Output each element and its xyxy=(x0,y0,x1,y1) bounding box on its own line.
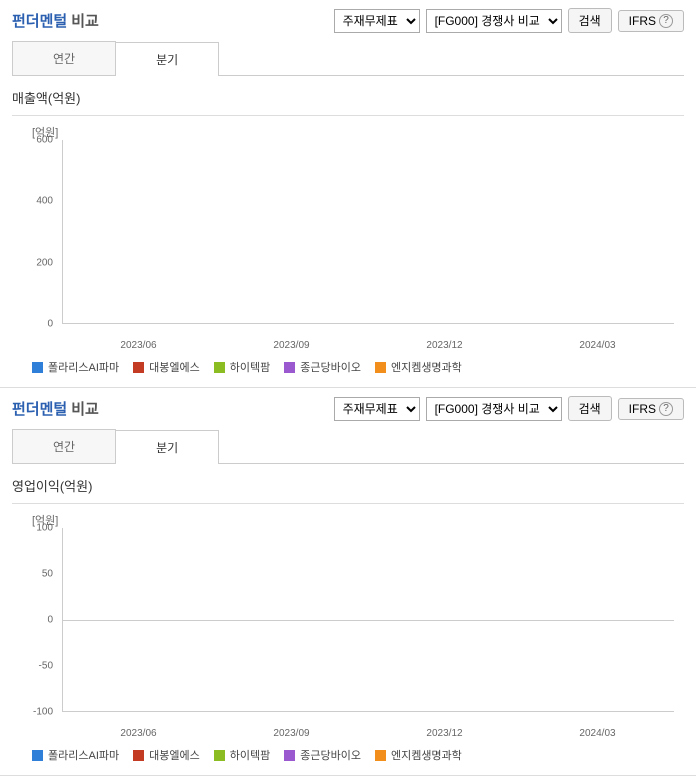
y-tick: 100 xyxy=(36,523,53,534)
revenue-chart: 0200400600 xyxy=(12,140,684,340)
legend-swatch xyxy=(133,750,144,761)
legend-item: 폴라리스AI파마 xyxy=(32,359,119,375)
y-tick: 0 xyxy=(47,615,53,626)
legend-swatch xyxy=(214,362,225,373)
legend-item: 하이텍팜 xyxy=(214,747,270,763)
ifrs-button[interactable]: IFRS? xyxy=(618,10,684,32)
legend-swatch xyxy=(133,362,144,373)
tab-quarter[interactable]: 분기 xyxy=(115,430,219,464)
bar-group xyxy=(243,140,341,323)
legend-item: 종근당바이오 xyxy=(284,747,361,763)
legend-swatch xyxy=(284,750,295,761)
chart-title: 영업이익(억원) xyxy=(12,464,684,504)
title-main: 펀더멘털 xyxy=(12,10,67,31)
y-tick: 600 xyxy=(36,135,53,146)
x-label: 2023/12 xyxy=(426,340,462,351)
legend-item: 엔지켐생명과학 xyxy=(375,747,462,763)
x-labels: 2023/06 2023/09 2023/12 2024/03 xyxy=(12,728,684,739)
help-icon: ? xyxy=(659,14,673,28)
y-tick: 400 xyxy=(36,196,53,207)
search-button[interactable]: 검색 xyxy=(568,8,612,33)
statement-select[interactable]: 주재무제표 xyxy=(334,397,420,421)
title-group: 펀더멘털비교 xyxy=(12,398,99,419)
section-revenue: 펀더멘털비교 주재무제표[FG000] 경쟁사 비교검색 IFRS? 연간분기매출액(… xyxy=(0,0,696,388)
y-tick: 0 xyxy=(47,319,53,330)
chart-title: 매출액(억원) xyxy=(12,76,684,116)
bar-group xyxy=(396,140,494,323)
title-main: 펀더멘털 xyxy=(12,398,67,419)
legend-item: 하이텍팜 xyxy=(214,359,270,375)
legend-label: 하이텍팜 xyxy=(230,359,270,375)
search-button[interactable]: 검색 xyxy=(568,396,612,421)
tab-annual[interactable]: 연간 xyxy=(12,41,116,75)
legend-label: 대봉엘에스 xyxy=(149,359,200,375)
legend-swatch xyxy=(284,362,295,373)
x-label: 2024/03 xyxy=(579,340,615,351)
plot-area xyxy=(62,528,674,712)
legend-item: 대봉엘에스 xyxy=(133,747,200,763)
title-group: 펀더멘털비교 xyxy=(12,10,99,31)
legend-swatch xyxy=(375,750,386,761)
legend-swatch xyxy=(375,362,386,373)
statement-select[interactable]: 주재무제표 xyxy=(334,9,420,33)
legend-item: 대봉엘에스 xyxy=(133,359,200,375)
legend-label: 엔지켐생명과학 xyxy=(391,747,462,763)
legend: 폴라리스AI파마 대봉엘에스 하이텍팜 종근당바이오 엔지켐생명과학 xyxy=(12,351,684,379)
y-tick: -100 xyxy=(33,707,53,718)
y-tick: 200 xyxy=(36,257,53,268)
y-tick: -50 xyxy=(39,661,53,672)
legend-label: 폴라리스AI파마 xyxy=(48,359,119,375)
x-label: 2024/03 xyxy=(579,728,615,739)
y-axis: 0200400600 xyxy=(12,140,57,324)
legend-item: 폴라리스AI파마 xyxy=(32,747,119,763)
legend-label: 종근당바이오 xyxy=(300,747,361,763)
legend-item: 종근당바이오 xyxy=(284,359,361,375)
legend: 폴라리스AI파마 대봉엘에스 하이텍팜 종근당바이오 엔지켐생명과학 xyxy=(12,739,684,767)
y-unit: [억원] xyxy=(12,512,684,528)
compare-select[interactable]: [FG000] 경쟁사 비교 xyxy=(426,9,562,33)
title-sub: 비교 xyxy=(71,10,99,31)
ifrs-button[interactable]: IFRS? xyxy=(618,398,684,420)
tab-quarter[interactable]: 분기 xyxy=(115,42,219,76)
legend-label: 폴라리스AI파마 xyxy=(48,747,119,763)
legend-item: 엔지켐생명과학 xyxy=(375,359,462,375)
legend-label: 하이텍팜 xyxy=(230,747,270,763)
x-label: 2023/12 xyxy=(426,728,462,739)
legend-swatch xyxy=(32,750,43,761)
legend-label: 대봉엘에스 xyxy=(149,747,200,763)
legend-swatch xyxy=(32,362,43,373)
x-label: 2023/09 xyxy=(273,340,309,351)
x-labels: 2023/06 2023/09 2023/12 2024/03 xyxy=(12,340,684,351)
tab-annual[interactable]: 연간 xyxy=(12,429,116,463)
tabs: 연간분기 xyxy=(12,41,684,76)
y-unit: [억원] xyxy=(12,124,684,140)
title-sub: 비교 xyxy=(71,398,99,419)
bar-group xyxy=(90,140,188,323)
y-tick: 50 xyxy=(42,569,53,580)
legend-label: 엔지켐생명과학 xyxy=(391,359,462,375)
x-label: 2023/09 xyxy=(273,728,309,739)
legend-label: 종근당바이오 xyxy=(300,359,361,375)
bar-group xyxy=(549,140,647,323)
compare-select[interactable]: [FG000] 경쟁사 비교 xyxy=(426,397,562,421)
legend-swatch xyxy=(214,750,225,761)
y-axis: -100-50050100 xyxy=(12,528,57,712)
help-icon: ? xyxy=(659,402,673,416)
x-label: 2023/06 xyxy=(120,340,156,351)
plot-area xyxy=(62,140,674,324)
profit-chart: -100-50050100 xyxy=(12,528,684,728)
section-profit: 펀더멘털비교 주재무제표[FG000] 경쟁사 비교검색 IFRS? 연간분기영업이익… xyxy=(0,388,696,776)
x-label: 2023/06 xyxy=(120,728,156,739)
tabs: 연간분기 xyxy=(12,429,684,464)
